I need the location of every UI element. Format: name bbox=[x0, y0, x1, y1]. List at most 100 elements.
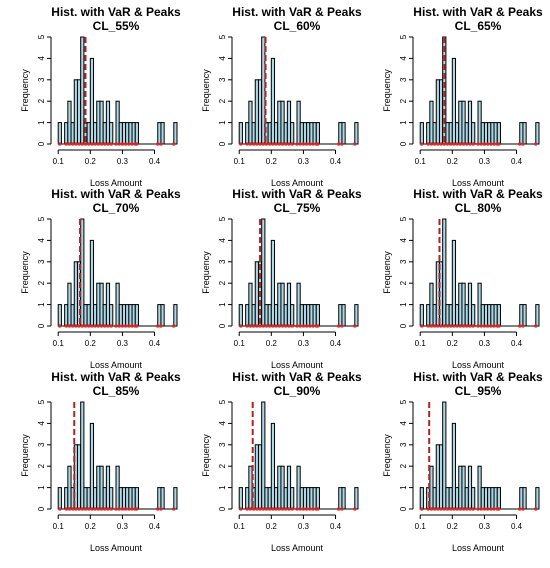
y-tick-label: 4 bbox=[37, 56, 46, 61]
peak-point bbox=[352, 324, 357, 328]
peak-point bbox=[77, 324, 81, 328]
peak-point bbox=[283, 507, 288, 511]
peak-point bbox=[448, 324, 453, 328]
y-tick-label: 0 bbox=[218, 141, 227, 146]
peak-point bbox=[533, 142, 538, 146]
peak-point bbox=[70, 324, 75, 328]
histogram-bar bbox=[471, 304, 476, 327]
x-tick-label: 0.2 bbox=[266, 339, 278, 348]
peak-point bbox=[80, 507, 85, 511]
x-tick-label: 0.1 bbox=[53, 339, 65, 348]
peak-point bbox=[316, 324, 320, 328]
peak-point bbox=[464, 324, 469, 328]
x-tick-label: 0.1 bbox=[53, 522, 65, 531]
peak-point bbox=[109, 142, 113, 146]
x-tick-label: 0.1 bbox=[234, 157, 246, 166]
y-axis-label: Frequency bbox=[20, 69, 30, 112]
peak-point bbox=[485, 507, 490, 511]
panel-subtitle: CL_85% bbox=[93, 384, 140, 398]
peak-point bbox=[99, 142, 104, 146]
y-tick-label: 5 bbox=[37, 399, 46, 404]
histogram-bar bbox=[109, 487, 114, 510]
peak-point bbox=[96, 507, 101, 511]
peak-point bbox=[127, 142, 131, 146]
y-tick-label: 2 bbox=[399, 463, 408, 468]
peak-point bbox=[277, 324, 282, 328]
peak-point bbox=[482, 507, 487, 511]
peak-point bbox=[96, 142, 101, 146]
peak-point bbox=[420, 324, 424, 328]
peak-point bbox=[123, 142, 128, 146]
histogram-bar bbox=[134, 122, 139, 145]
peak-point bbox=[106, 324, 110, 328]
y-tick-label: 2 bbox=[399, 280, 408, 285]
peak-point bbox=[258, 324, 262, 328]
peak-point bbox=[258, 507, 262, 511]
peak-point bbox=[432, 507, 437, 511]
peak-point bbox=[521, 507, 525, 511]
histogram-bar bbox=[496, 304, 501, 327]
peak-point bbox=[86, 142, 91, 146]
peak-point bbox=[251, 507, 256, 511]
x-axis-label: Loss Amount bbox=[271, 178, 324, 188]
y-tick-label: 4 bbox=[37, 421, 46, 426]
panel-subtitle: CL_95% bbox=[455, 384, 502, 398]
y-tick-label: 4 bbox=[399, 238, 408, 243]
peak-point bbox=[340, 324, 344, 328]
histogram-bar bbox=[109, 304, 114, 327]
histogram-bar bbox=[354, 487, 359, 510]
peak-point bbox=[461, 324, 466, 328]
histogram-bar bbox=[535, 122, 540, 145]
x-tick-label: 0.3 bbox=[298, 522, 310, 531]
x-tick-label: 0.4 bbox=[149, 157, 161, 166]
y-tick-label: 5 bbox=[218, 216, 227, 221]
panel-subtitle: CL_90% bbox=[274, 384, 321, 398]
y-tick-label: 1 bbox=[37, 302, 46, 307]
peak-point bbox=[497, 324, 501, 328]
panel-title: Hist. with VaR & Peaks bbox=[232, 5, 362, 19]
peak-point bbox=[432, 142, 437, 146]
x-axis-label: Loss Amount bbox=[452, 543, 505, 553]
peak-point bbox=[255, 142, 259, 146]
panel-subtitle: CL_65% bbox=[455, 19, 502, 33]
peak-point bbox=[336, 507, 341, 511]
x-tick-label: 0.4 bbox=[511, 339, 523, 348]
x-tick-label: 0.1 bbox=[415, 522, 427, 531]
y-tick-label: 0 bbox=[37, 506, 46, 511]
panel-title: Hist. with VaR & Peaks bbox=[232, 187, 362, 201]
peak-point bbox=[468, 142, 472, 146]
peak-point bbox=[461, 507, 466, 511]
y-tick-label: 1 bbox=[218, 120, 227, 125]
histogram-bar bbox=[315, 122, 320, 145]
peak-point bbox=[476, 324, 480, 328]
y-tick-label: 4 bbox=[399, 56, 408, 61]
peak-point bbox=[135, 142, 139, 146]
histogram-bar bbox=[471, 487, 476, 510]
peak-point bbox=[83, 324, 88, 328]
x-tick-label: 0.1 bbox=[53, 157, 65, 166]
peak-point bbox=[117, 507, 122, 511]
x-tick-label: 0.3 bbox=[479, 339, 491, 348]
peak-point bbox=[171, 142, 176, 146]
peak-point bbox=[295, 324, 299, 328]
peak-point bbox=[517, 142, 522, 146]
panel-subtitle: CL_60% bbox=[274, 19, 321, 33]
peak-point bbox=[448, 507, 453, 511]
x-tick-label: 0.2 bbox=[266, 157, 278, 166]
y-tick-label: 5 bbox=[399, 399, 408, 404]
peak-point bbox=[245, 142, 250, 146]
y-tick-label: 1 bbox=[218, 302, 227, 307]
peak-point bbox=[298, 142, 303, 146]
peak-point bbox=[280, 324, 285, 328]
histogram-bar bbox=[535, 487, 540, 510]
peak-point bbox=[479, 507, 484, 511]
peak-point bbox=[261, 324, 266, 328]
histogram-bar bbox=[341, 304, 346, 327]
histogram-bar bbox=[496, 487, 501, 510]
peak-point bbox=[287, 142, 291, 146]
peak-point bbox=[429, 507, 434, 511]
y-tick-label: 3 bbox=[37, 442, 46, 447]
peak-point bbox=[492, 142, 496, 146]
